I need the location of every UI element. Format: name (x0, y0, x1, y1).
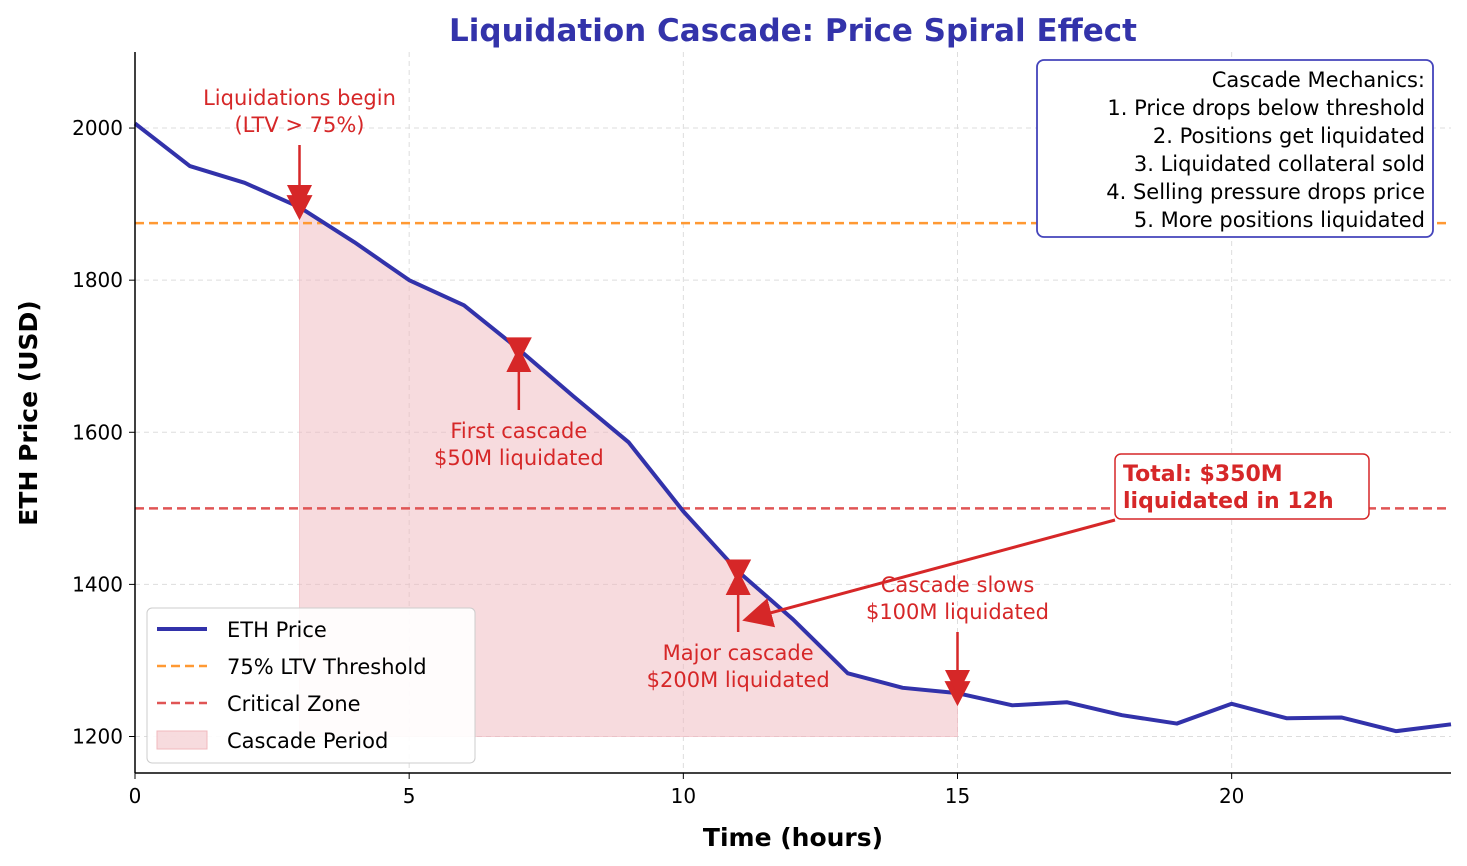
annotation-text: $50M liquidated (434, 446, 604, 470)
mechanics-box (1036, 59, 1434, 238)
legend-box (146, 607, 476, 764)
legend: ETH Price 75% LTV Threshold Critical Zone C… (146, 607, 476, 764)
total-box (1114, 453, 1370, 520)
annotation-text: $200M liquidated (647, 668, 830, 692)
mechanics-line: 2. Positions get liquidated (1153, 124, 1425, 148)
total-text: Total: $350M (1123, 462, 1283, 487)
y-tick-label: 1200 (72, 724, 123, 748)
y-tick-label: 1800 (72, 268, 123, 292)
total-arrow (742, 518, 1116, 628)
legend-label: Critical Zone (227, 692, 361, 716)
annotation-text: First cascade (450, 419, 587, 443)
x-tick-label: 20 (1219, 784, 1244, 808)
y-tick-label: 1400 (72, 572, 123, 596)
mechanics-line: 4. Selling pressure drops price (1106, 180, 1425, 204)
annotation-text: Liquidations begin (203, 86, 396, 110)
x-axis-label: Time (hours) (703, 823, 883, 852)
legend-swatch (156, 730, 208, 750)
series-layer (133, 121, 1452, 734)
y-tick-label: 2000 (72, 116, 123, 140)
mechanics-line: 1. Price drops below threshold (1107, 96, 1425, 120)
total-text: liquidated in 12h (1123, 489, 1334, 514)
eth-price-line (133, 121, 1452, 734)
mechanics-line: 3. Liquidated collateral sold (1134, 152, 1425, 176)
legend-label: 75% LTV Threshold (227, 655, 427, 679)
legend-label: ETH Price (227, 618, 327, 642)
axes: 0 5 10 15 20 1200 1400 1600 1800 2000 (72, 52, 1451, 808)
x-tick-label: 10 (671, 784, 696, 808)
annotation-text: (LTV > 75%) (234, 113, 364, 137)
annotation-text: $100M liquidated (866, 600, 1049, 624)
x-tick-label: 0 (129, 784, 142, 808)
y-axis-label: ETH Price (USD) (14, 300, 43, 525)
chart-title: Liquidation Cascade: Price Spiral Effect (449, 13, 1137, 49)
mechanics-line: Cascade Mechanics: (1212, 68, 1425, 92)
annotations: Liquidations begin (LTV > 75%) First casca… (203, 59, 1434, 695)
legend-label: Cascade Period (227, 729, 388, 753)
x-tick-label: 15 (945, 784, 970, 808)
x-tick-label: 5 (403, 784, 416, 808)
mechanics-line: 5. More positions liquidated (1134, 208, 1425, 232)
y-tick-label: 1600 (72, 420, 123, 444)
annotation-text: Major cascade (663, 641, 814, 665)
